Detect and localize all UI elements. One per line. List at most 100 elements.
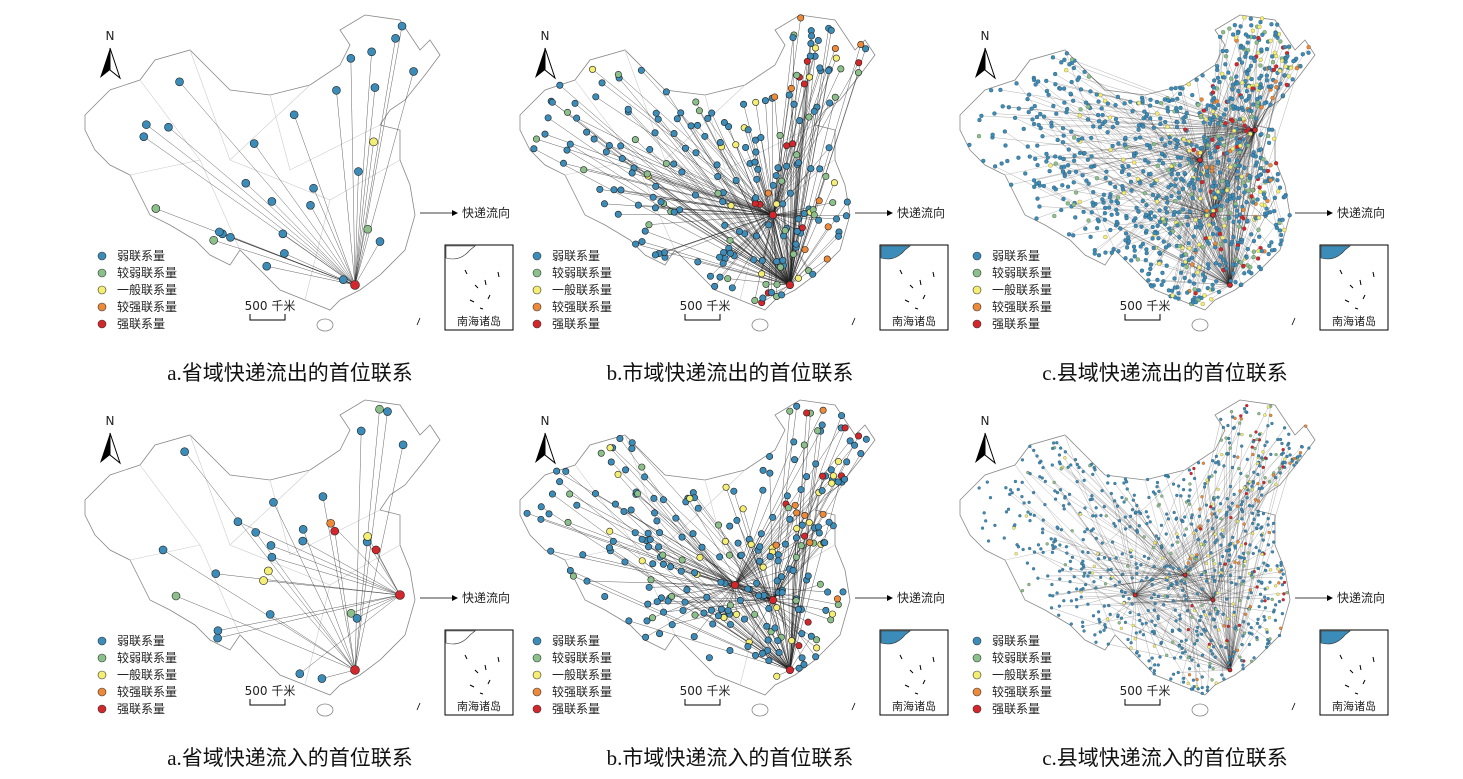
- node: [1230, 32, 1236, 37]
- node: [1165, 512, 1169, 516]
- node: [631, 529, 639, 537]
- node: [1245, 457, 1249, 461]
- node: [1249, 232, 1254, 237]
- node: [1208, 665, 1212, 669]
- node: [1107, 115, 1113, 120]
- node: [1122, 101, 1127, 106]
- node: [1193, 168, 1198, 173]
- flow-line: [354, 141, 374, 286]
- node: [1027, 154, 1032, 159]
- node: [1190, 262, 1195, 267]
- node: [266, 541, 276, 550]
- panel-caption: b.市域快递流出的首位联系: [607, 361, 854, 385]
- node: [1246, 551, 1250, 555]
- node: [1140, 198, 1145, 203]
- node: [1214, 99, 1220, 104]
- node: [1187, 502, 1192, 506]
- node: [1240, 432, 1244, 437]
- flow-line: [755, 197, 774, 216]
- node: [677, 567, 685, 575]
- node: [992, 111, 997, 116]
- node: [1181, 116, 1186, 121]
- flow-line: [1193, 129, 1256, 284]
- flow-line: [1100, 94, 1214, 216]
- node: [1144, 112, 1150, 117]
- flow-line: [725, 541, 791, 671]
- node: [298, 525, 308, 534]
- node: [1137, 613, 1141, 617]
- node: [1197, 618, 1202, 623]
- node: [1076, 137, 1081, 143]
- node: [605, 544, 613, 552]
- node: [1055, 490, 1060, 495]
- flow-line: [1156, 180, 1214, 216]
- node: [722, 483, 730, 491]
- node: [1138, 618, 1142, 623]
- flow-line: [734, 481, 843, 586]
- flow-line: [1139, 137, 1201, 161]
- node: [1277, 581, 1281, 585]
- node: [774, 164, 782, 172]
- legend-swatch: [972, 285, 982, 295]
- node: [1161, 239, 1166, 244]
- node: [1242, 226, 1247, 231]
- node: [1267, 530, 1271, 535]
- node: [1238, 24, 1243, 29]
- node: [1158, 116, 1163, 121]
- node: [1072, 153, 1077, 158]
- flow-line: [765, 100, 774, 216]
- flow-line: [613, 189, 774, 216]
- node: [1128, 514, 1133, 518]
- north-arrow: [975, 48, 985, 78]
- node: [656, 529, 664, 537]
- node: [1135, 503, 1139, 508]
- flow-line: [313, 188, 356, 286]
- node: [1270, 597, 1274, 602]
- node: [1176, 210, 1181, 215]
- node: [1138, 180, 1143, 186]
- node: [1181, 207, 1186, 212]
- node: [1165, 653, 1169, 657]
- node: [1251, 521, 1255, 525]
- node: [1060, 183, 1065, 188]
- node: [624, 105, 632, 113]
- node: [537, 515, 545, 523]
- flow-line: [1134, 535, 1157, 596]
- flow-line: [1228, 160, 1231, 286]
- node: [1063, 496, 1067, 500]
- node: [1052, 480, 1056, 485]
- flow-line: [1159, 252, 1231, 286]
- node: [1214, 515, 1219, 519]
- node: [696, 553, 704, 561]
- node: [790, 250, 798, 258]
- node: [1157, 261, 1162, 266]
- node: [1228, 164, 1233, 170]
- node: [1105, 617, 1110, 621]
- node: [1060, 140, 1066, 145]
- flow-line: [675, 518, 791, 671]
- node: [1242, 620, 1246, 624]
- node: [1251, 238, 1257, 244]
- node: [1257, 185, 1262, 190]
- node: [843, 198, 851, 206]
- flow-line: [1134, 526, 1262, 596]
- flow-line: [671, 596, 774, 601]
- node: [998, 87, 1003, 93]
- node: [1149, 284, 1154, 289]
- node: [1132, 254, 1137, 259]
- node: [694, 504, 702, 512]
- node: [317, 674, 327, 683]
- node: [1123, 477, 1128, 481]
- flow-line: [734, 584, 817, 649]
- flow-line: [1125, 516, 1231, 671]
- node: [694, 258, 702, 266]
- flow-line: [1199, 159, 1212, 212]
- node: [1239, 95, 1244, 100]
- flow-line: [1178, 485, 1186, 576]
- node: [215, 227, 224, 237]
- node: [1255, 635, 1259, 640]
- node: [1069, 79, 1074, 85]
- node: [1278, 437, 1283, 442]
- node: [1161, 279, 1166, 284]
- flow-line: [617, 474, 791, 671]
